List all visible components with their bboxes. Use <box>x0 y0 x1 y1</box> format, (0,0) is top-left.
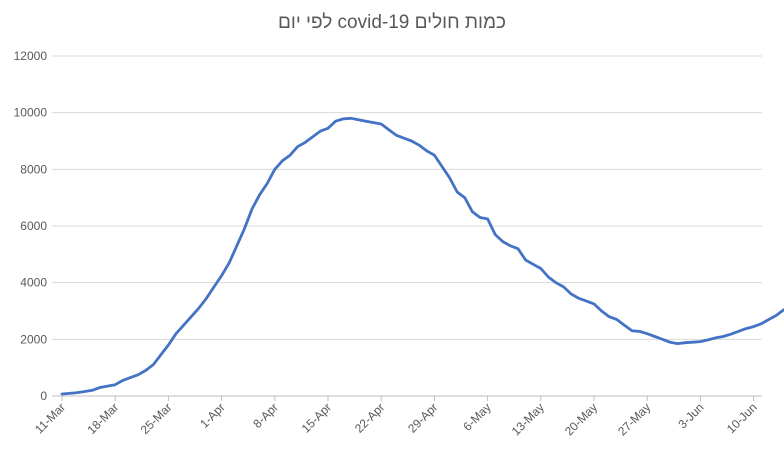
x-tick-label: 8-Apr <box>250 400 281 431</box>
y-tick-label: 6000 <box>20 219 47 233</box>
y-tick-label: 8000 <box>20 162 47 176</box>
y-tick-label: 2000 <box>20 332 47 346</box>
chart-title: כמות חולים covid-19 לפי יום <box>278 12 506 33</box>
x-tick-label: 25-Mar <box>138 400 175 437</box>
x-tick-label: 6-May <box>460 400 493 433</box>
series-line <box>60 116 784 396</box>
x-tick-label: 20-May <box>562 400 600 438</box>
y-tick-label: 12000 <box>14 49 48 63</box>
y-axis-ticks: 0 2000 4000 6000 8000 10000 12000 <box>14 49 48 403</box>
y-tick-label: 4000 <box>20 276 47 290</box>
x-tick-label: 1-Apr <box>197 400 228 431</box>
x-tick-label: 29-Apr <box>405 400 440 435</box>
x-tick-label: 27-May <box>615 400 653 438</box>
x-tick-label: 22-Apr <box>352 400 387 435</box>
x-axis-ticks: 11-Mar 18-Mar 25-Mar 1-Apr 8-Apr 15-Apr 22-Apr… <box>32 396 760 438</box>
y-tick-label: 10000 <box>14 106 48 120</box>
x-tick-label: 13-May <box>509 400 547 438</box>
x-tick-label: 18-Mar <box>85 400 122 437</box>
x-tick-label: 10-Jun <box>724 400 760 436</box>
grid-layer <box>52 55 762 397</box>
x-tick-label: 3-Jun <box>675 400 706 431</box>
x-tick-label: 11-Mar <box>32 400 68 436</box>
y-tick-label: 0 <box>40 389 47 403</box>
x-tick-label: 15-Apr <box>299 400 334 435</box>
series-layer <box>60 116 784 396</box>
